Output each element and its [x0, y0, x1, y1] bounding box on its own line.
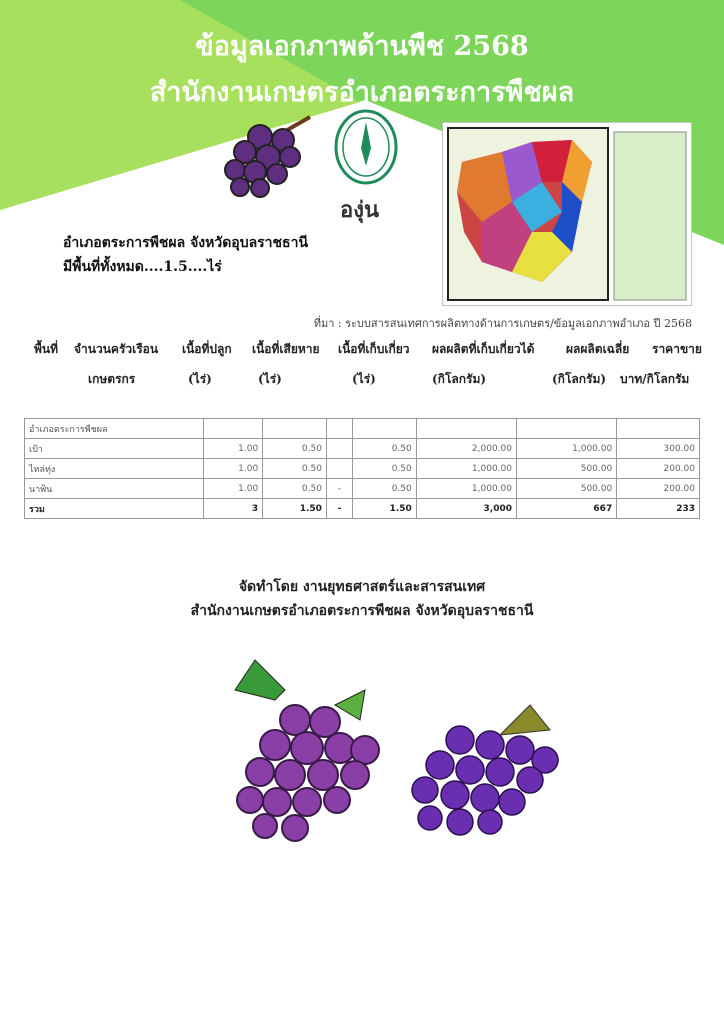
- grape-bunch-illustration-2: [411, 704, 559, 836]
- col-header-price: ราคาขาย: [652, 342, 702, 356]
- table-row-total: รวม 3 1.50-1.50 3,000 667 233: [24, 498, 700, 519]
- col-header-area: พื้นที่: [34, 342, 59, 356]
- crop-data-table: อำเภอตระการพืชผล เป้า 1.00 0.50 0.50 2,000.0…: [24, 418, 700, 519]
- total-area-text: มีพื้นที่ทั้งหมด....1.5....ไร่: [63, 259, 222, 275]
- col-header-harvested-unit: (ไร่): [352, 372, 376, 386]
- col-header-yield-unit: (กิโลกรัม): [552, 372, 607, 386]
- grape-bunch-illustration: [234, 659, 380, 842]
- prepared-by: จัดทำโดย งานยุทธศาสตร์และสารสนเทศ: [238, 579, 486, 595]
- col-header-damaged: เนื้อที่เสียหาย: [252, 342, 320, 356]
- page-title: ข้อมูลเอกภาพด้านพืช 2568: [195, 31, 529, 62]
- col-header-harvested: เนื้อที่เก็บเกี่ยว: [338, 342, 410, 356]
- crop-name: องุ่น: [340, 197, 379, 223]
- prepared-by-office: สำนักงานเกษตรอำเภอตระการพืชผล จังหวัดอุบ…: [190, 603, 534, 619]
- table-row: ไหล่ทุ่ง 1.00 0.50 0.50 1,000.00 500.00 200.00: [24, 458, 700, 479]
- col-header-yield: ผลผลิตเฉลี่ย: [566, 342, 630, 356]
- table-row: นาพิน 1.00 0.50-0.50 1,000.00 500.00 200.00: [24, 478, 700, 499]
- col-header-households-unit: เกษตรกร: [88, 372, 136, 386]
- location-text: อำเภอตระการพืชผล จังหวัดอุบลราชธานี: [63, 235, 309, 251]
- col-header-damaged-unit: (ไร่): [258, 372, 282, 386]
- col-header-households: จำนวนครัวเรือน: [74, 342, 159, 356]
- col-header-planted-unit: (ไร่): [188, 372, 212, 386]
- col-header-production-unit: (กิโลกรัม): [432, 372, 487, 386]
- department-seal-logo: [334, 109, 398, 185]
- office-title: สำนักงานเกษตรอำเภอตระการพืชผล: [149, 77, 575, 108]
- source-text: ที่มา : ระบบสารสนเทศการผลิตทางด้านการเกษ…: [313, 317, 692, 330]
- col-header-planted: เนื้อที่ปลูก: [182, 342, 232, 356]
- green-background: [0, 0, 724, 245]
- col-header-production: ผลผลิตที่เก็บเกี่ยวได้: [432, 342, 535, 356]
- table-row: เป้า 1.00 0.50 0.50 2,000.00 1,000.00 300.00: [24, 438, 700, 459]
- col-header-price-unit: บาท/กิโลกรัม: [620, 372, 690, 386]
- table-row-group: อำเภอตระการพืชผล: [24, 418, 700, 439]
- district-map: [442, 122, 692, 306]
- grape-icon: [224, 115, 311, 198]
